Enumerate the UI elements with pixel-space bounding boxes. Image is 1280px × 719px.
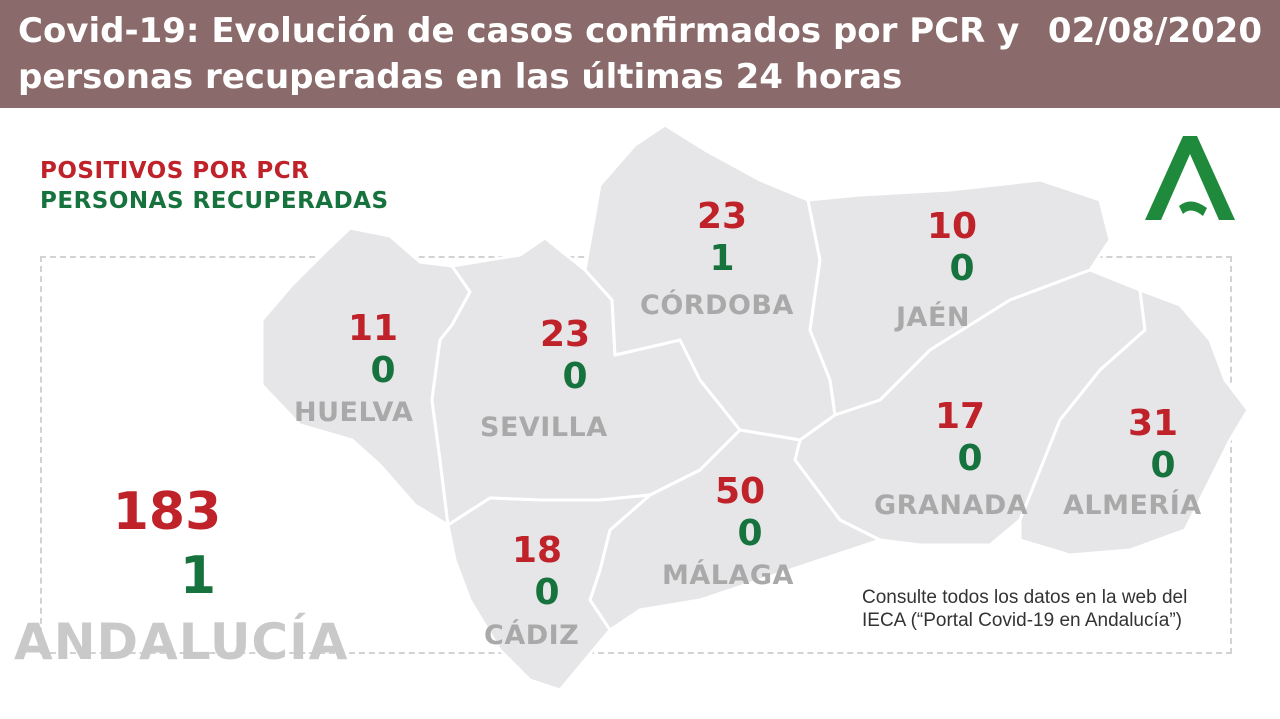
province-shape-almeria xyxy=(1018,288,1250,557)
province-malaga: 50 0 xyxy=(710,471,770,555)
sevilla-positives: 23 xyxy=(539,314,591,355)
granada-recovered: 0 xyxy=(957,438,983,479)
cadiz-positives: 18 xyxy=(511,530,563,571)
source-note: Consulte todos los datos en la web del I… xyxy=(862,587,1188,631)
almeria-recovered: 0 xyxy=(1150,445,1176,486)
report-date: 02/08/2020 xyxy=(1047,11,1262,51)
sevilla-label: SEVILLA xyxy=(480,412,608,443)
cordoba-recovered: 1 xyxy=(709,238,735,279)
legend-positives: POSITIVOS POR PCR xyxy=(40,158,310,184)
huelva-recovered: 0 xyxy=(370,350,396,391)
almeria-positives: 31 xyxy=(1127,403,1179,444)
region-name: ANDALUCÍA xyxy=(14,613,349,671)
page-title: Covid-19: Evolución de casos confirmados… xyxy=(18,11,1020,97)
cadiz-recovered: 0 xyxy=(534,572,560,613)
malaga-positives: 50 xyxy=(714,471,766,512)
cadiz-label: CÁDIZ xyxy=(484,620,580,651)
province-huelva: 11 0 xyxy=(343,308,403,392)
cordoba-positives: 23 xyxy=(696,196,748,237)
granada-positives: 17 xyxy=(934,396,986,437)
huelva-positives: 11 xyxy=(347,308,399,349)
province-jaen: 10 0 xyxy=(922,206,982,290)
province-cadiz: 18 0 xyxy=(507,530,567,614)
province-almeria: 31 0 xyxy=(1123,403,1183,487)
cordoba-label: CÓRDOBA xyxy=(640,290,794,321)
province-granada: 17 0 xyxy=(930,396,990,480)
sevilla-recovered: 0 xyxy=(562,356,588,397)
header-bar: Covid-19: Evolución de casos confirmados… xyxy=(0,0,1280,108)
jaen-label: JAÉN xyxy=(896,302,970,333)
malaga-label: MÁLAGA xyxy=(662,560,794,591)
jaen-recovered: 0 xyxy=(949,248,975,289)
legend-recovered: PERSONAS RECUPERADAS xyxy=(40,188,389,214)
malaga-recovered: 0 xyxy=(737,513,763,554)
province-shape-cadiz xyxy=(446,493,652,692)
province-cordoba: 23 1 xyxy=(692,196,752,280)
jaen-positives: 10 xyxy=(926,206,978,247)
almeria-label: ALMERÍA xyxy=(1063,490,1202,521)
huelva-label: HUELVA xyxy=(294,397,414,428)
legend: POSITIVOS POR PCR PERSONAS RECUPERADAS xyxy=(40,156,389,216)
total-recovered: 1 xyxy=(179,546,217,606)
junta-andalucia-logo xyxy=(1145,136,1235,220)
total-positives: 183 xyxy=(112,482,222,542)
province-sevilla: 23 0 xyxy=(535,314,595,398)
granada-label: GRANADA xyxy=(874,490,1029,521)
